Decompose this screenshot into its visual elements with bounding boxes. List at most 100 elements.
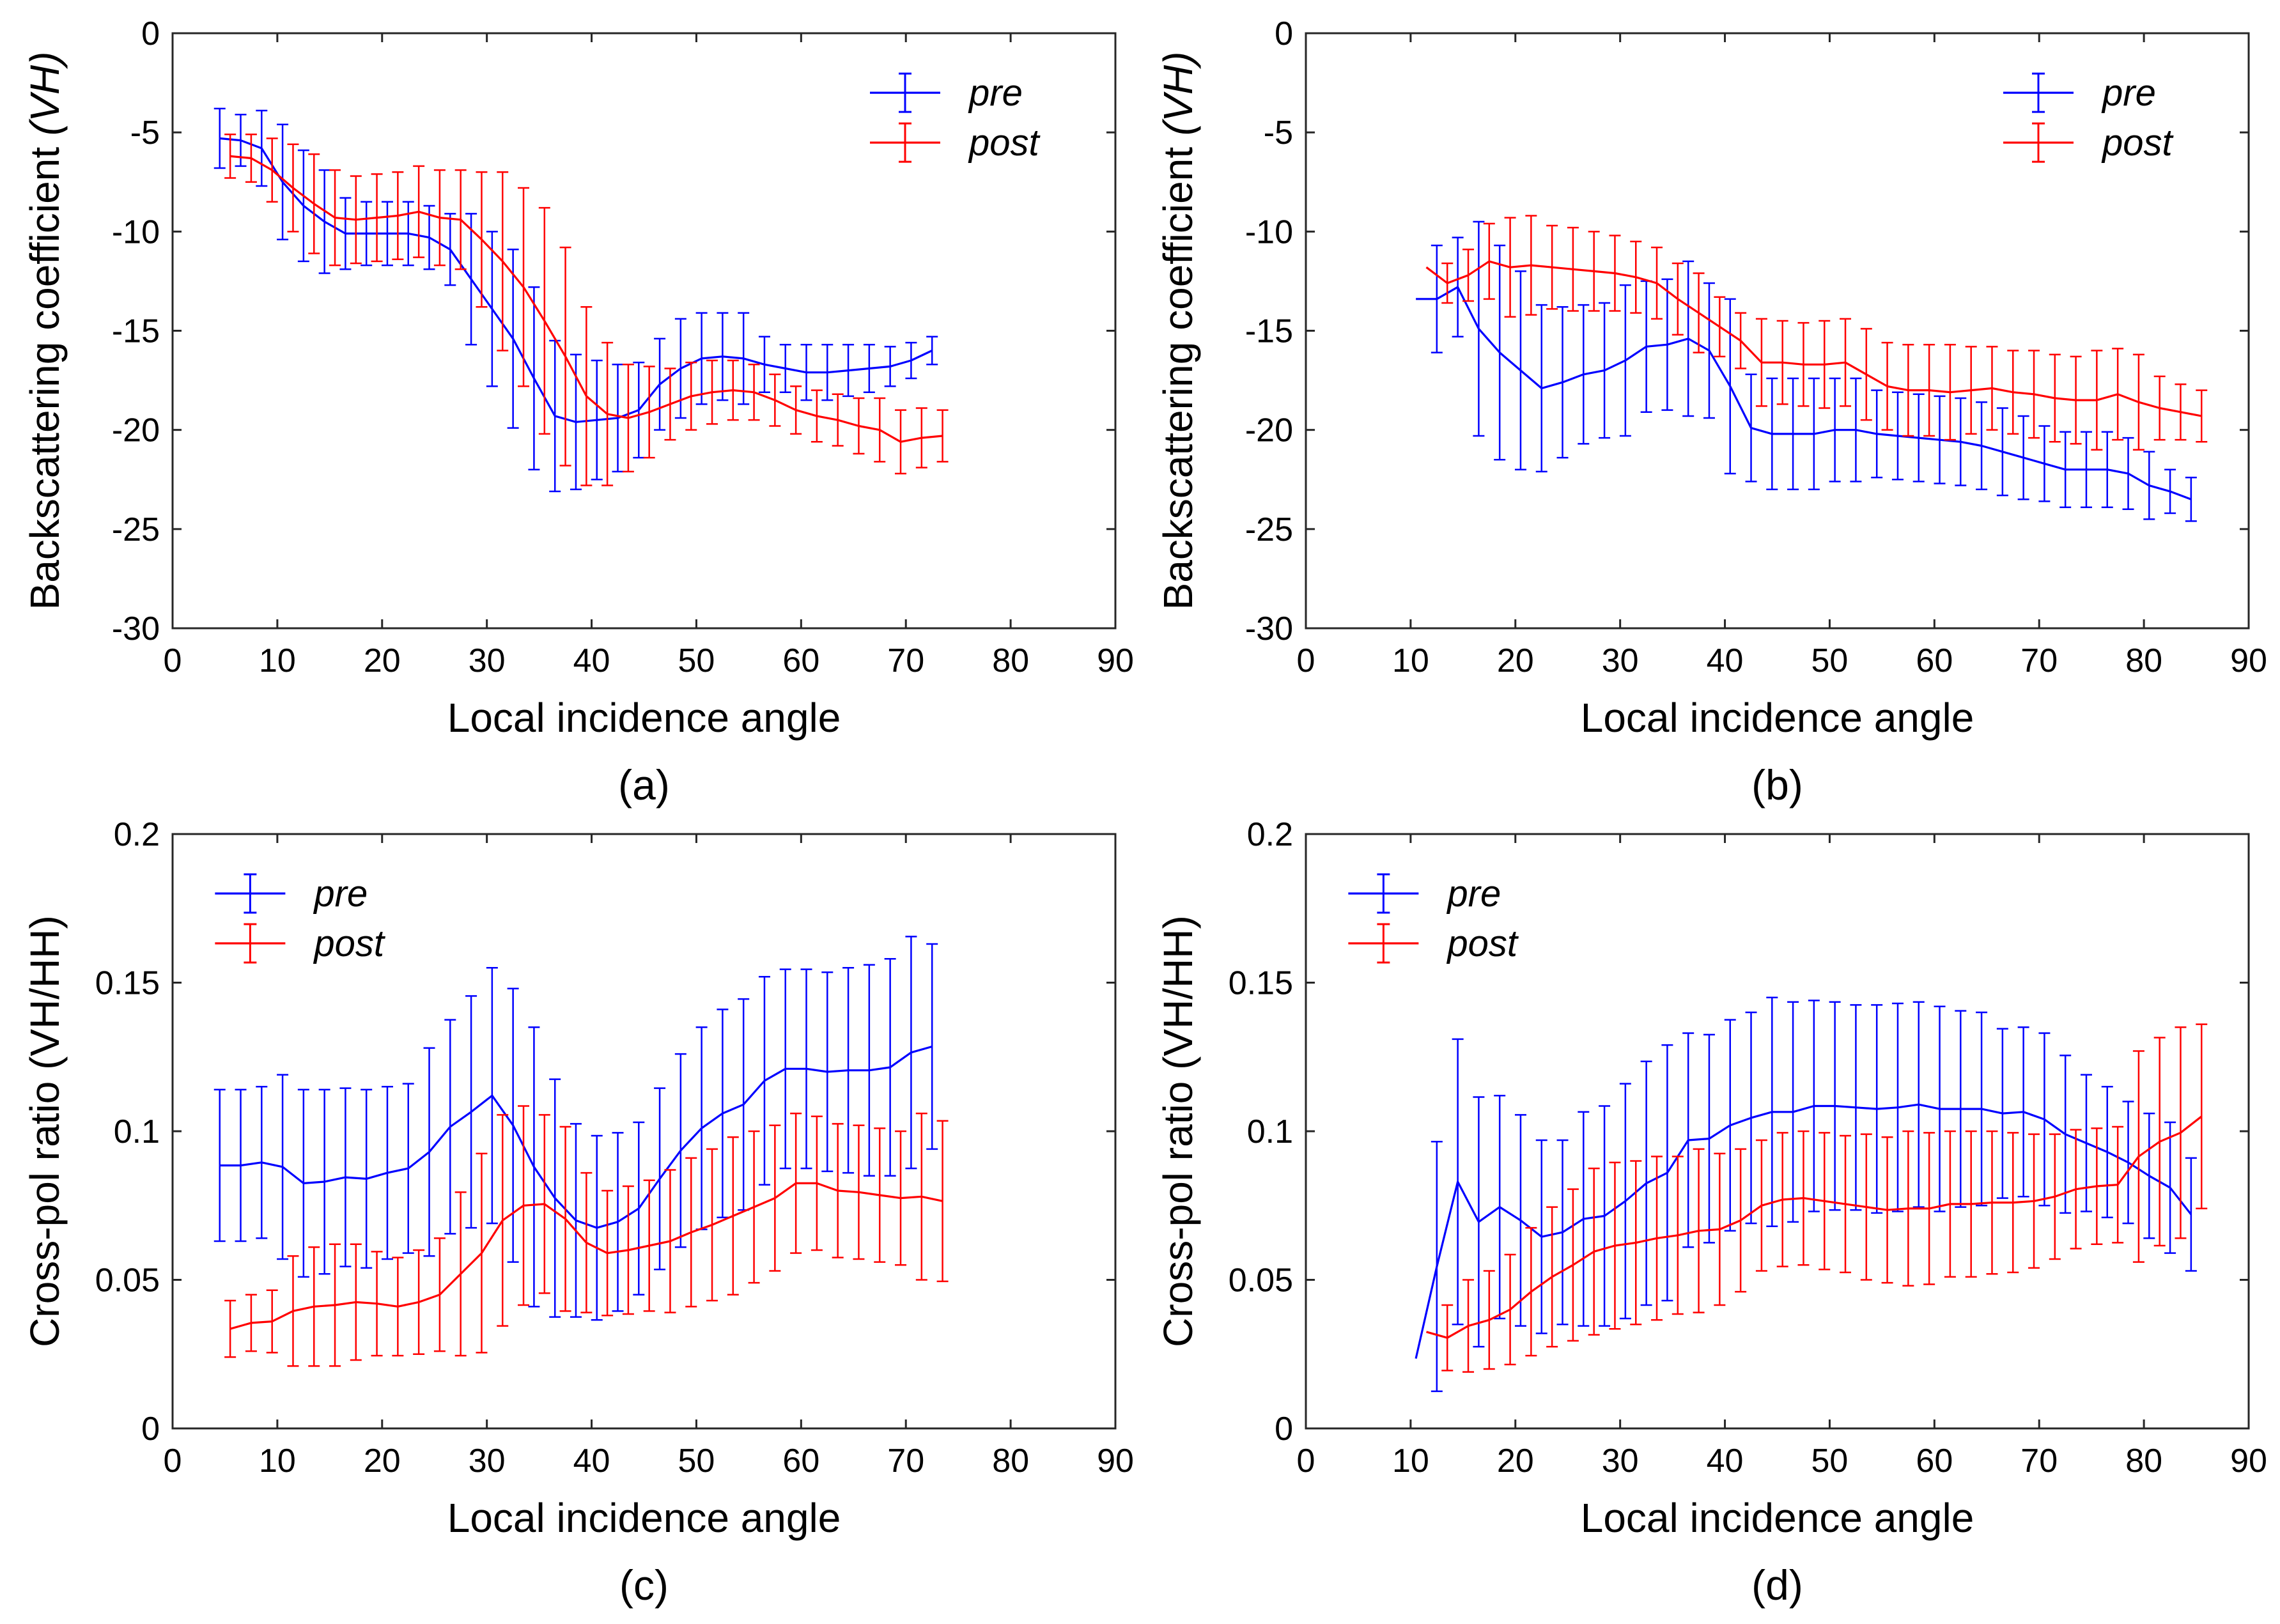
x-tick-label: 80 [992, 1442, 1029, 1480]
x-tick-label: 30 [1602, 1442, 1639, 1480]
x-tick-label: 90 [2230, 642, 2267, 679]
y-axis-title: Backscattering coefficient (VH) [22, 52, 68, 610]
x-tick-label: 0 [164, 1442, 182, 1480]
x-tick-label: 60 [782, 642, 819, 679]
y-axis-title: Backscattering coefficient (VH) [1155, 52, 1201, 610]
x-tick-label: 40 [1707, 642, 1744, 679]
y-tick-label: 0.15 [95, 965, 160, 1002]
x-tick-label: 50 [678, 1442, 715, 1480]
x-tick-label: 50 [1811, 1442, 1849, 1480]
x-tick-label: 80 [2125, 642, 2162, 679]
y-tick-label: 0 [141, 1411, 160, 1448]
legend: pre post [870, 72, 1041, 164]
y-tick-label: 0.2 [1247, 816, 1293, 853]
x-tick-label: 30 [469, 1442, 506, 1480]
y-axis-title: Cross-pol ratio (VH/HH) [22, 915, 68, 1347]
y-axis-title-main: Backscattering coefficient [1155, 135, 1201, 610]
y-tick-label: 0.05 [95, 1262, 160, 1299]
series-line-pre [219, 137, 933, 423]
y-tick-label: 0 [1275, 15, 1293, 52]
legend-label: post [968, 122, 1041, 164]
y-axis-title-main: Cross-pol ratio (VH/HH) [22, 915, 68, 1347]
x-tick-label: 40 [573, 642, 610, 679]
x-tick-label: 20 [364, 1442, 401, 1480]
panel-label: (a) [618, 761, 670, 808]
chart-panel-b: 0 10 20 30 40 50 60 70 80 90 -30 -25 -20 -15 -10 -5 0 Loc… [1155, 15, 2267, 808]
x-axis-title: Local incidence angle [1581, 695, 1974, 741]
y-tick-label: -20 [112, 412, 160, 449]
x-tick-label: 50 [678, 642, 715, 679]
legend: pre post [215, 873, 386, 964]
x-axis-title: Local incidence angle [447, 695, 841, 741]
y-axis-title-main: Cross-pol ratio (VH/HH) [1155, 915, 1201, 1347]
x-tick-label: 40 [1707, 1442, 1744, 1480]
legend-item-post: post [2003, 122, 2175, 164]
y-tick-label: 0.1 [1247, 1113, 1293, 1150]
legend-item-pre: pre [870, 72, 1023, 114]
legend-label: pre [313, 873, 368, 915]
y-tick-label: -25 [112, 511, 160, 548]
x-tick-label: 70 [887, 1442, 924, 1480]
series-line-pre [1416, 286, 2192, 500]
series-line-pre [219, 1045, 933, 1229]
y-tick-label: -10 [112, 213, 160, 251]
y-axis-title-unit: (VH) [1155, 52, 1201, 136]
series-line-pre [1415, 1103, 2192, 1359]
x-tick-label: 10 [259, 642, 296, 679]
x-tick-label: 70 [2020, 1442, 2058, 1480]
y-tick-label: -25 [1245, 511, 1293, 548]
y-tick-label: 0.15 [1229, 965, 1293, 1002]
y-tick-label: -10 [1245, 213, 1293, 251]
x-tick-label: 30 [1602, 642, 1639, 679]
y-tick-label: 0 [1275, 1411, 1293, 1448]
y-tick-label: -30 [1245, 610, 1293, 647]
x-tick-label: 30 [469, 642, 506, 679]
y-tick-label: -15 [112, 313, 160, 350]
x-tick-label: 10 [259, 1442, 296, 1480]
x-tick-label: 0 [164, 642, 182, 679]
y-axis-title-unit: (VH) [22, 52, 68, 136]
legend-label: post [313, 923, 386, 964]
x-tick-label: 70 [887, 642, 924, 679]
legend-item-pre: pre [2003, 72, 2156, 114]
series-post [224, 134, 949, 486]
x-tick-label: 90 [2230, 1442, 2267, 1480]
legend-item-pre: pre [215, 873, 368, 915]
x-tick-label: 0 [1297, 642, 1315, 679]
x-tick-label: 60 [1916, 1442, 1953, 1480]
chart-panel-a: 0 10 20 30 40 50 60 70 80 90 -30 -25 -20 -15 -10 -5 0 Loc… [22, 15, 1134, 808]
x-tick-label: 90 [1097, 1442, 1134, 1480]
y-tick-label: -15 [1245, 313, 1293, 350]
x-tick-label: 40 [573, 1442, 610, 1480]
legend-item-pre: pre [1348, 873, 1501, 915]
legend-item-post: post [1348, 923, 1519, 964]
x-tick-label: 80 [992, 642, 1029, 679]
series-post [1425, 215, 2208, 451]
y-tick-label: -30 [112, 610, 160, 647]
x-tick-label: 70 [2020, 642, 2058, 679]
x-axis-title: Local incidence angle [447, 1495, 841, 1541]
legend: pre post [2003, 72, 2175, 164]
y-tick-label: -5 [130, 114, 160, 151]
legend-label: post [2101, 122, 2175, 164]
x-tick-label: 90 [1097, 642, 1134, 679]
series-post [1426, 1023, 2208, 1373]
x-axis-title: Local incidence angle [1581, 1495, 1974, 1541]
y-tick-label: -20 [1245, 412, 1293, 449]
x-tick-label: 20 [1497, 1442, 1534, 1480]
series-line-post [229, 1182, 943, 1330]
y-tick-label: 0.1 [114, 1113, 160, 1150]
series-pre [213, 107, 938, 493]
x-tick-label: 20 [1497, 642, 1534, 679]
series-pre [213, 936, 938, 1321]
legend-label: pre [2101, 72, 2156, 114]
panel-label: (c) [619, 1561, 669, 1609]
y-tick-label: 0 [141, 15, 160, 52]
series-pre [1416, 220, 2197, 522]
panel-label: (d) [1751, 1561, 1803, 1609]
x-tick-label: 20 [364, 642, 401, 679]
chart-panel-c: 0 10 20 30 40 50 60 70 80 90 0 0.05 0.1 0.15 0.2 Local … [22, 816, 1134, 1609]
legend-item-post: post [215, 923, 386, 964]
series-post [224, 1105, 949, 1367]
y-axis-title: Cross-pol ratio (VH/HH) [1155, 915, 1201, 1347]
